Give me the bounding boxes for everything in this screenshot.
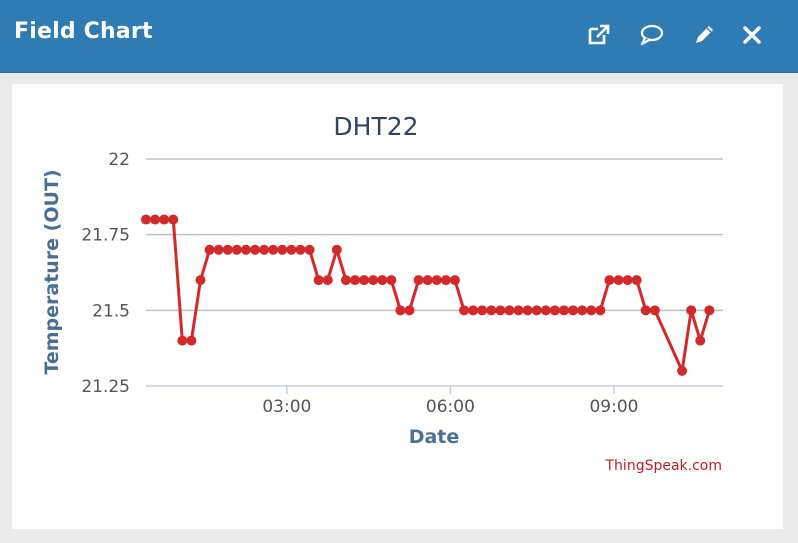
data-point[interactable] bbox=[195, 275, 206, 286]
external-link-icon[interactable] bbox=[586, 22, 612, 48]
series-points bbox=[141, 214, 715, 376]
data-point[interactable] bbox=[349, 275, 360, 286]
data-point[interactable] bbox=[277, 244, 288, 255]
y-tick-label: 22 bbox=[108, 150, 130, 170]
data-point[interactable] bbox=[568, 305, 579, 316]
data-point[interactable] bbox=[577, 305, 588, 316]
data-point[interactable] bbox=[677, 365, 688, 376]
data-point[interactable] bbox=[213, 244, 224, 255]
data-point[interactable] bbox=[368, 275, 379, 286]
window-header: Field Chart bbox=[0, 0, 798, 73]
y-axis-label: Temperature (OUT) bbox=[41, 169, 63, 374]
data-point[interactable] bbox=[331, 244, 342, 255]
series-line bbox=[146, 218, 711, 373]
data-point[interactable] bbox=[531, 305, 542, 316]
y-tick-label: 21.75 bbox=[81, 226, 130, 246]
data-point[interactable] bbox=[459, 305, 470, 316]
data-point[interactable] bbox=[522, 305, 533, 316]
data-point[interactable] bbox=[504, 305, 515, 316]
chart-grid bbox=[146, 158, 723, 312]
data-point[interactable] bbox=[404, 305, 415, 316]
data-point[interactable] bbox=[686, 305, 697, 316]
x-tick-label: 09:00 bbox=[589, 397, 638, 417]
pencil-icon[interactable] bbox=[691, 22, 717, 48]
data-point[interactable] bbox=[631, 275, 642, 286]
data-point[interactable] bbox=[495, 305, 506, 316]
data-point[interactable] bbox=[704, 305, 715, 316]
data-point[interactable] bbox=[150, 214, 161, 225]
thingspeak-credit[interactable]: ThingSpeak.com bbox=[605, 458, 723, 474]
data-point[interactable] bbox=[168, 214, 179, 225]
data-point[interactable] bbox=[359, 275, 370, 286]
x-tick-label: 06:00 bbox=[426, 397, 475, 417]
data-point[interactable] bbox=[322, 275, 333, 286]
data-point[interactable] bbox=[486, 305, 497, 316]
data-point[interactable] bbox=[295, 244, 306, 255]
data-point[interactable] bbox=[340, 275, 351, 286]
window-title: Field Chart bbox=[14, 19, 153, 44]
data-point[interactable] bbox=[377, 275, 388, 286]
comment-icon[interactable] bbox=[639, 22, 665, 48]
x-tick-label: 03:00 bbox=[262, 397, 311, 417]
data-point[interactable] bbox=[540, 305, 551, 316]
data-point[interactable] bbox=[422, 275, 433, 286]
data-point[interactable] bbox=[513, 305, 524, 316]
data-point[interactable] bbox=[477, 305, 488, 316]
y-tick-labels: 22 21.75 21.5 21.25 bbox=[81, 150, 130, 397]
data-point[interactable] bbox=[313, 275, 324, 286]
data-point[interactable] bbox=[586, 305, 597, 316]
close-icon[interactable] bbox=[739, 22, 765, 48]
data-point[interactable] bbox=[177, 335, 188, 346]
data-point[interactable] bbox=[141, 214, 151, 225]
data-point[interactable] bbox=[449, 275, 460, 286]
data-point[interactable] bbox=[286, 244, 297, 255]
data-point[interactable] bbox=[250, 244, 261, 255]
data-point[interactable] bbox=[613, 275, 624, 286]
chart-panel: DHT22 22 21.75 21.5 21.25 03:00 06:00 09:00 T… bbox=[12, 84, 783, 529]
data-point[interactable] bbox=[222, 244, 233, 255]
data-point[interactable] bbox=[395, 305, 406, 316]
data-point[interactable] bbox=[268, 244, 279, 255]
data-point[interactable] bbox=[159, 214, 170, 225]
data-point[interactable] bbox=[695, 335, 706, 346]
chart-svg: DHT22 22 21.75 21.5 21.25 03:00 06:00 09:00 T… bbox=[41, 112, 723, 474]
data-point[interactable] bbox=[558, 305, 569, 316]
data-point[interactable] bbox=[595, 305, 606, 316]
data-point[interactable] bbox=[386, 275, 397, 286]
data-point[interactable] bbox=[468, 305, 479, 316]
chart-title: DHT22 bbox=[333, 112, 418, 141]
data-point[interactable] bbox=[304, 244, 315, 255]
data-point[interactable] bbox=[622, 275, 633, 286]
data-point[interactable] bbox=[431, 275, 442, 286]
x-axis-label: Date bbox=[409, 426, 460, 448]
data-point[interactable] bbox=[549, 305, 560, 316]
data-point[interactable] bbox=[186, 335, 197, 346]
data-point[interactable] bbox=[649, 305, 660, 316]
data-point[interactable] bbox=[440, 275, 451, 286]
data-point[interactable] bbox=[640, 305, 651, 316]
data-point[interactable] bbox=[604, 275, 615, 286]
data-point[interactable] bbox=[259, 244, 270, 255]
y-tick-label: 21.25 bbox=[81, 377, 130, 397]
data-point[interactable] bbox=[413, 275, 424, 286]
data-point[interactable] bbox=[204, 244, 215, 255]
data-point[interactable] bbox=[231, 244, 242, 255]
x-tick-labels: 03:00 06:00 09:00 bbox=[262, 386, 638, 417]
y-tick-label: 21.5 bbox=[92, 301, 130, 321]
data-point[interactable] bbox=[240, 244, 251, 255]
